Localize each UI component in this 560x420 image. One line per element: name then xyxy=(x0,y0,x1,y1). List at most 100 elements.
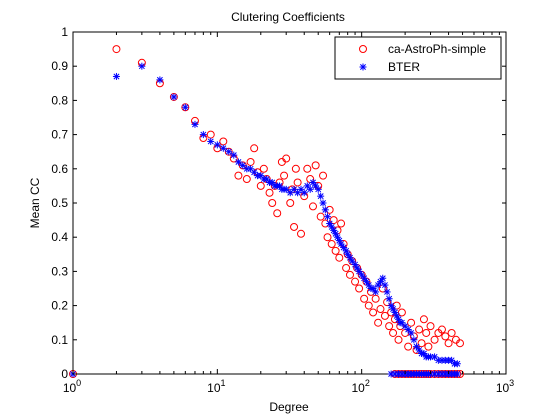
data-point xyxy=(300,189,308,197)
y-tick-label: 0.4 xyxy=(51,230,68,244)
y-tick-label: 0.2 xyxy=(51,299,68,313)
legend: ca-AstroPh-simple BTER xyxy=(334,36,502,80)
y-tick-label: 0.9 xyxy=(51,59,68,73)
legend-label: ca-AstroPh-simple xyxy=(388,42,486,56)
y-tick-label: 0.1 xyxy=(51,333,68,347)
data-point xyxy=(394,335,403,344)
data-point xyxy=(319,199,327,207)
data-point xyxy=(419,315,428,324)
data-point xyxy=(294,189,302,197)
data-point xyxy=(453,360,461,368)
axis-ticks: 0 0.1 0.2 0.3 0.4 0.5 0.6 0.7 0.8 0.9 1 100 101 102 10… xyxy=(51,25,514,395)
data-point xyxy=(308,202,317,211)
data-point xyxy=(199,131,207,139)
y-tick-label: 0.3 xyxy=(51,264,68,278)
data-point xyxy=(306,185,314,193)
data-point xyxy=(265,188,274,197)
data-point xyxy=(364,301,373,310)
data-point xyxy=(380,311,389,320)
data-point xyxy=(426,322,435,331)
y-tick-label: 1 xyxy=(61,25,68,39)
data-point xyxy=(369,285,377,292)
data-point xyxy=(420,349,428,357)
data-point xyxy=(351,277,360,286)
data-point xyxy=(323,233,332,242)
data-point xyxy=(329,216,338,225)
data-point xyxy=(156,76,164,84)
legend-marker-circle xyxy=(359,45,367,53)
x-tick-label: 101 xyxy=(207,378,225,395)
data-point xyxy=(381,281,389,289)
data-point xyxy=(290,185,298,193)
data-point xyxy=(404,342,413,351)
data-point xyxy=(379,274,387,282)
data-point xyxy=(372,288,380,296)
data-point xyxy=(385,322,394,331)
data-point xyxy=(455,339,464,348)
data-point xyxy=(453,370,461,378)
plot-area: 0 0.1 0.2 0.3 0.4 0.5 0.6 0.7 0.8 0.9 1 100 101 102 10… xyxy=(51,25,514,395)
data-point xyxy=(374,281,382,289)
data-point xyxy=(437,325,446,334)
axes-box xyxy=(72,31,507,375)
data-point xyxy=(385,295,393,303)
x-tick-label: 100 xyxy=(63,378,81,395)
data-point xyxy=(230,151,238,159)
y-tick-label: 0.8 xyxy=(51,93,68,107)
legend-entry: ca-AstroPh-simple xyxy=(359,42,486,56)
data-point xyxy=(410,336,418,344)
data-point xyxy=(389,328,398,337)
y-tick-label: 0 xyxy=(61,367,68,381)
data-point xyxy=(319,171,328,180)
data-point xyxy=(242,175,251,184)
data-point xyxy=(286,199,295,207)
data-point xyxy=(191,120,199,128)
data-point xyxy=(444,339,453,348)
legend-label: BTER xyxy=(388,60,420,74)
data-point xyxy=(327,240,336,249)
data-point xyxy=(324,213,332,221)
data-point xyxy=(297,229,306,238)
data-point xyxy=(321,206,329,214)
data-point xyxy=(369,308,378,317)
data-point xyxy=(335,253,344,262)
data-point xyxy=(181,103,189,111)
legend-box xyxy=(334,36,502,80)
data-point xyxy=(374,318,383,327)
data-point xyxy=(259,164,268,173)
data-point xyxy=(312,182,320,190)
data-point xyxy=(291,164,300,173)
data-point xyxy=(360,294,369,303)
data-point xyxy=(342,263,351,272)
x-tick-label: 102 xyxy=(351,378,369,395)
data-point xyxy=(256,181,265,190)
data-point xyxy=(273,209,282,218)
data-point xyxy=(376,305,385,314)
data-point xyxy=(441,332,450,341)
data-point xyxy=(422,328,431,337)
data-point xyxy=(355,284,364,293)
data-point xyxy=(234,171,243,180)
data-point xyxy=(314,185,322,193)
data-point xyxy=(355,267,363,275)
data-point xyxy=(303,164,312,173)
data-point xyxy=(331,246,340,255)
data-point xyxy=(247,165,255,173)
y-tick-label: 0.6 xyxy=(51,162,68,176)
data-point xyxy=(383,288,391,296)
data-point xyxy=(112,72,120,80)
data-point xyxy=(337,219,346,228)
data-marks xyxy=(69,45,464,378)
data-point xyxy=(213,141,221,149)
data-point xyxy=(424,342,433,351)
data-point xyxy=(293,178,302,187)
legend-marker-asterisk xyxy=(359,63,367,71)
data-point xyxy=(430,335,439,344)
data-point xyxy=(234,158,242,166)
data-point xyxy=(280,171,289,180)
data-point xyxy=(282,185,290,193)
x-tick-label: 103 xyxy=(496,378,514,395)
data-point xyxy=(415,346,423,354)
data-point xyxy=(345,270,354,279)
